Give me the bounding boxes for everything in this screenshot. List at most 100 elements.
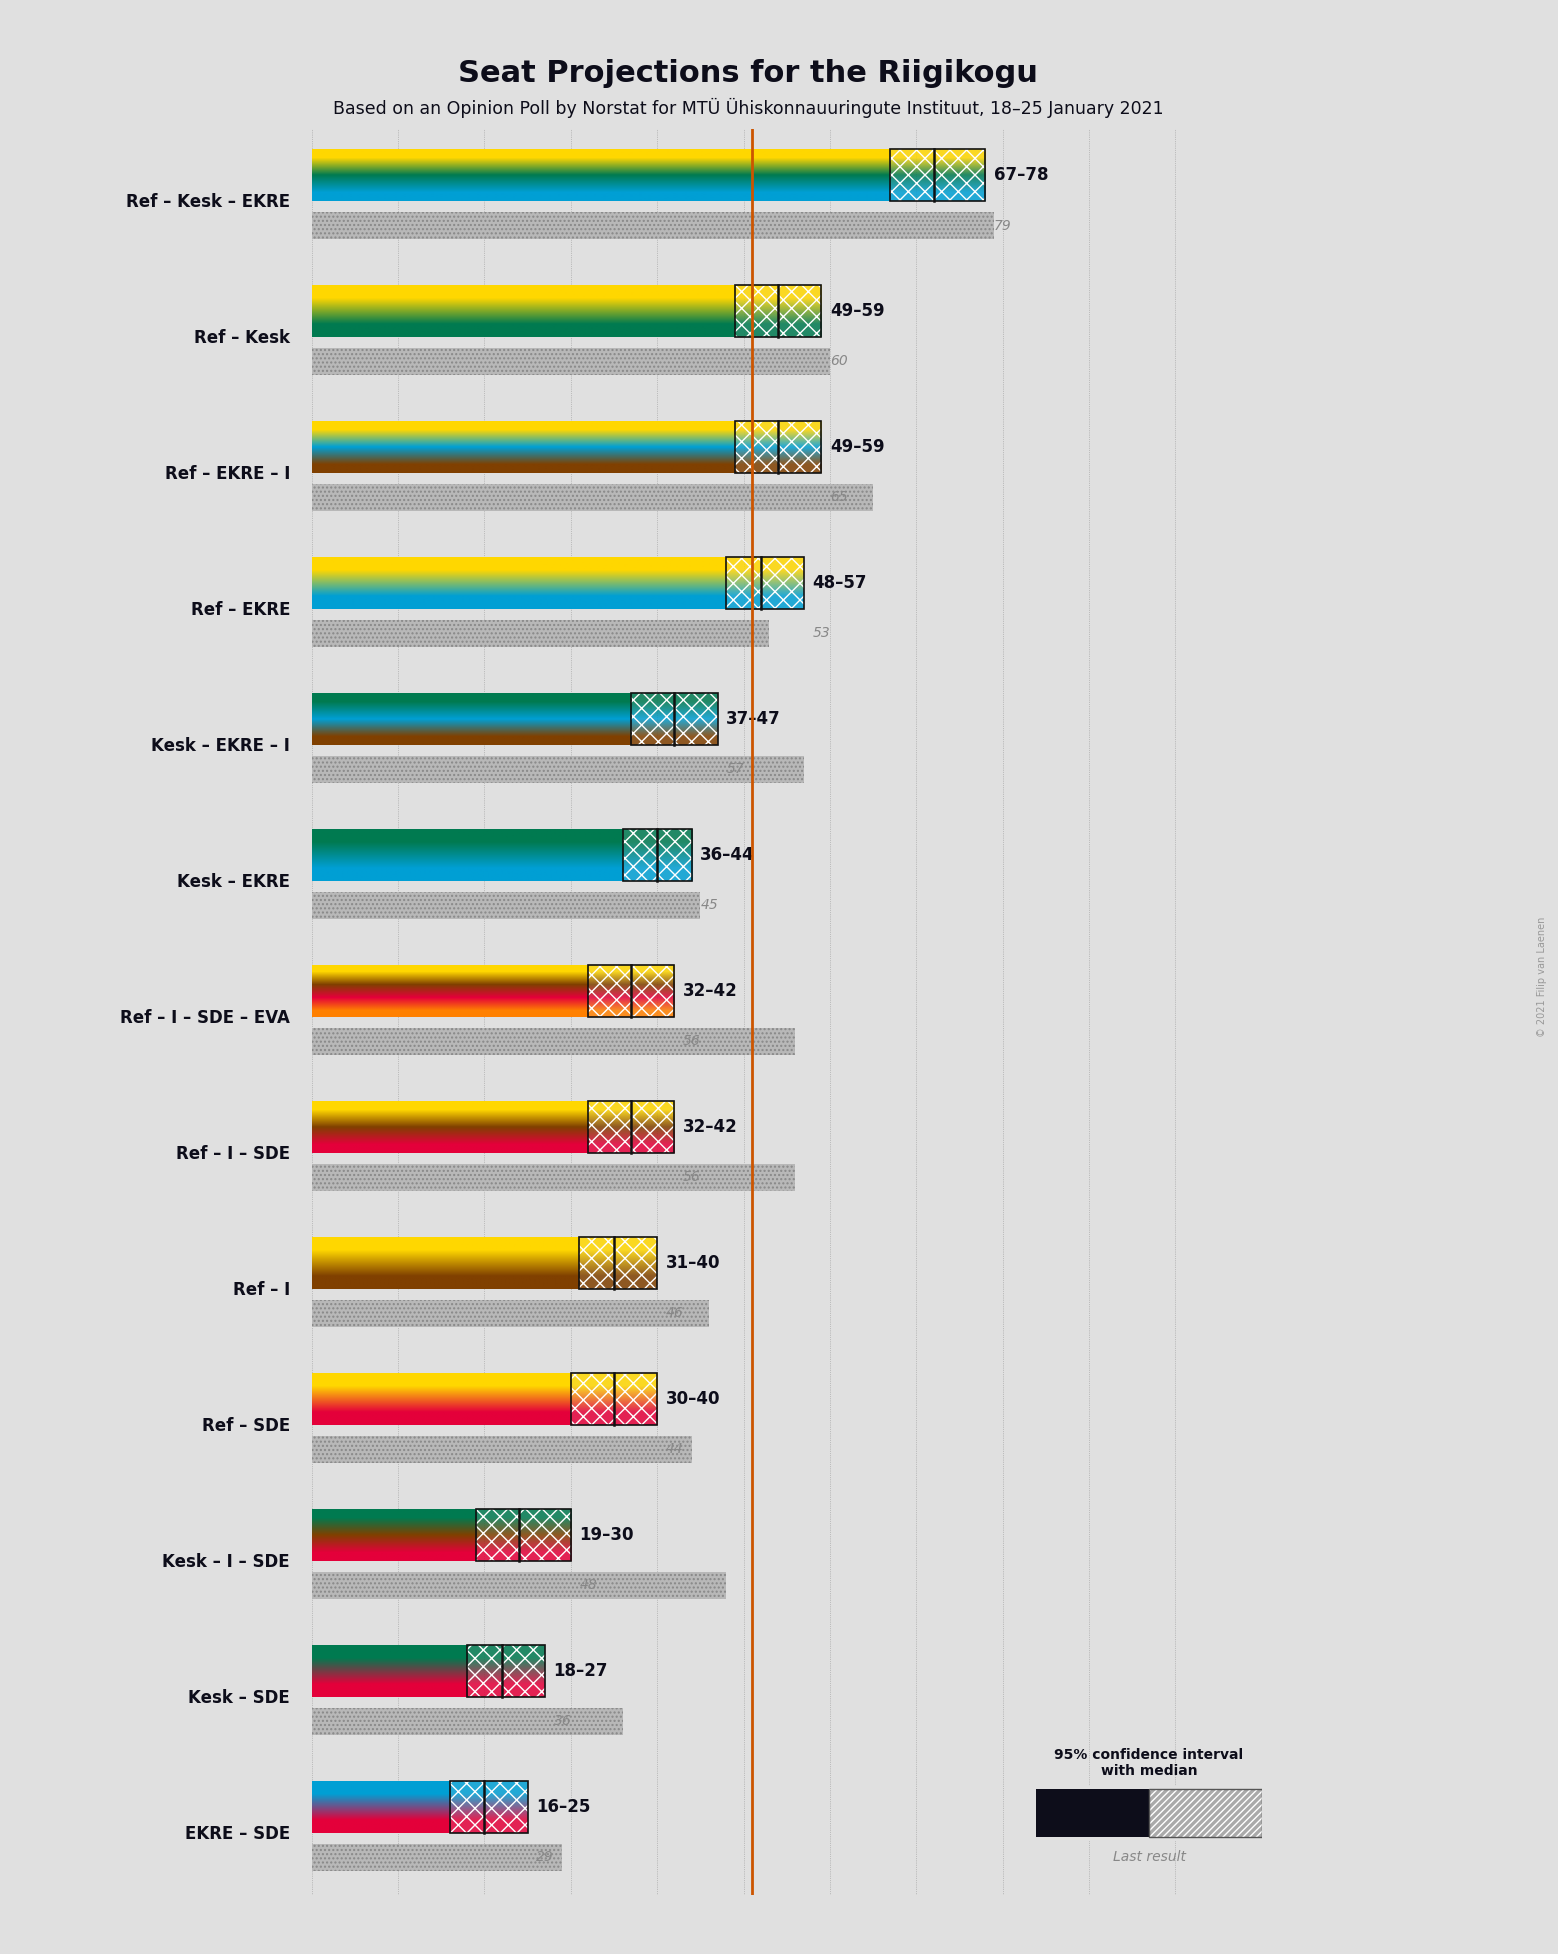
Bar [587, 1135, 675, 1153]
Bar [631, 694, 718, 711]
Bar [631, 694, 718, 744]
Bar [570, 1399, 657, 1424]
Bar [890, 149, 985, 166]
Text: 44: 44 [665, 1442, 684, 1456]
Text: 36–44: 36–44 [701, 846, 756, 864]
Bar [587, 1118, 675, 1135]
Bar [735, 422, 821, 438]
Bar [312, 485, 872, 512]
Bar [312, 348, 830, 375]
Bar [631, 711, 718, 727]
Bar [1150, 1790, 1262, 1837]
Bar [312, 1571, 726, 1598]
Bar [475, 1526, 570, 1544]
Bar [467, 1645, 545, 1671]
Text: 65: 65 [830, 490, 848, 504]
Bar [570, 1374, 657, 1424]
Bar [312, 891, 701, 918]
Bar [312, 619, 770, 647]
Bar [312, 211, 994, 238]
Bar [735, 285, 821, 336]
Bar [312, 756, 804, 784]
Bar [312, 1845, 562, 1870]
Bar [312, 348, 830, 375]
Bar [623, 828, 692, 856]
Text: 36: 36 [553, 1714, 572, 1729]
Bar [312, 1708, 623, 1735]
Bar [1036, 1790, 1150, 1837]
Bar [735, 311, 821, 336]
Bar [890, 184, 985, 201]
Text: 19–30: 19–30 [580, 1526, 634, 1544]
Text: 32–42: 32–42 [682, 1118, 738, 1135]
Bar [467, 1671, 545, 1696]
Bar [312, 1436, 692, 1464]
Text: 56: 56 [682, 1034, 701, 1049]
Bar [587, 979, 675, 991]
Text: 45: 45 [701, 899, 718, 913]
Text: 67–78: 67–78 [994, 166, 1049, 184]
Text: 29: 29 [536, 1850, 555, 1864]
Bar [580, 1237, 657, 1262]
Bar [735, 438, 821, 455]
Text: 49–59: 49–59 [830, 303, 885, 320]
Bar [312, 1299, 709, 1327]
Bar [726, 582, 804, 610]
Bar [580, 1262, 657, 1290]
Text: 48–57: 48–57 [813, 574, 868, 592]
Bar [312, 1028, 795, 1055]
Bar [587, 965, 675, 979]
Bar [735, 422, 821, 473]
Bar [890, 149, 985, 201]
Bar [312, 1571, 726, 1598]
Bar [312, 1028, 795, 1055]
Bar [450, 1782, 528, 1833]
Bar [587, 965, 675, 1016]
Text: 95% confidence interval
with median: 95% confidence interval with median [1055, 1749, 1243, 1778]
Bar [726, 557, 804, 582]
Bar [312, 1165, 795, 1192]
Text: 56: 56 [682, 1170, 701, 1184]
Text: 60: 60 [830, 354, 848, 369]
Bar [1150, 1790, 1262, 1837]
Bar [1150, 1790, 1262, 1837]
Bar [587, 1004, 675, 1016]
Bar [570, 1374, 657, 1399]
Text: 16–25: 16–25 [536, 1798, 590, 1815]
Bar [890, 166, 985, 184]
Text: 79: 79 [994, 219, 1011, 233]
Bar [587, 1102, 675, 1118]
Bar [312, 1845, 562, 1870]
Bar [475, 1508, 570, 1561]
Bar [312, 1708, 623, 1735]
Bar [450, 1782, 528, 1807]
Bar [735, 455, 821, 473]
Text: 37–47: 37–47 [726, 709, 781, 729]
Text: 48: 48 [580, 1579, 597, 1593]
Bar [450, 1807, 528, 1833]
Text: 53: 53 [813, 627, 830, 641]
Bar [623, 828, 692, 881]
Bar [587, 991, 675, 1004]
Bar [587, 1102, 675, 1153]
Text: 32–42: 32–42 [682, 983, 738, 1000]
Bar [735, 285, 821, 311]
Text: Last result: Last result [1112, 1850, 1186, 1864]
Bar [312, 1299, 709, 1327]
Bar [467, 1645, 545, 1696]
Bar [312, 1436, 692, 1464]
Bar [312, 756, 804, 784]
Text: 18–27: 18–27 [553, 1663, 608, 1680]
Bar [312, 1165, 795, 1192]
Bar [623, 856, 692, 881]
Bar [475, 1544, 570, 1561]
Text: 57: 57 [726, 762, 745, 776]
Text: 49–59: 49–59 [830, 438, 885, 455]
Bar [312, 619, 770, 647]
Text: © 2021 Filip van Laenen: © 2021 Filip van Laenen [1538, 916, 1547, 1038]
Bar [312, 211, 994, 238]
Text: 46: 46 [665, 1307, 684, 1321]
Bar [312, 891, 701, 918]
Text: Seat Projections for the Riigikogu: Seat Projections for the Riigikogu [458, 59, 1038, 88]
Text: 30–40: 30–40 [665, 1389, 720, 1409]
